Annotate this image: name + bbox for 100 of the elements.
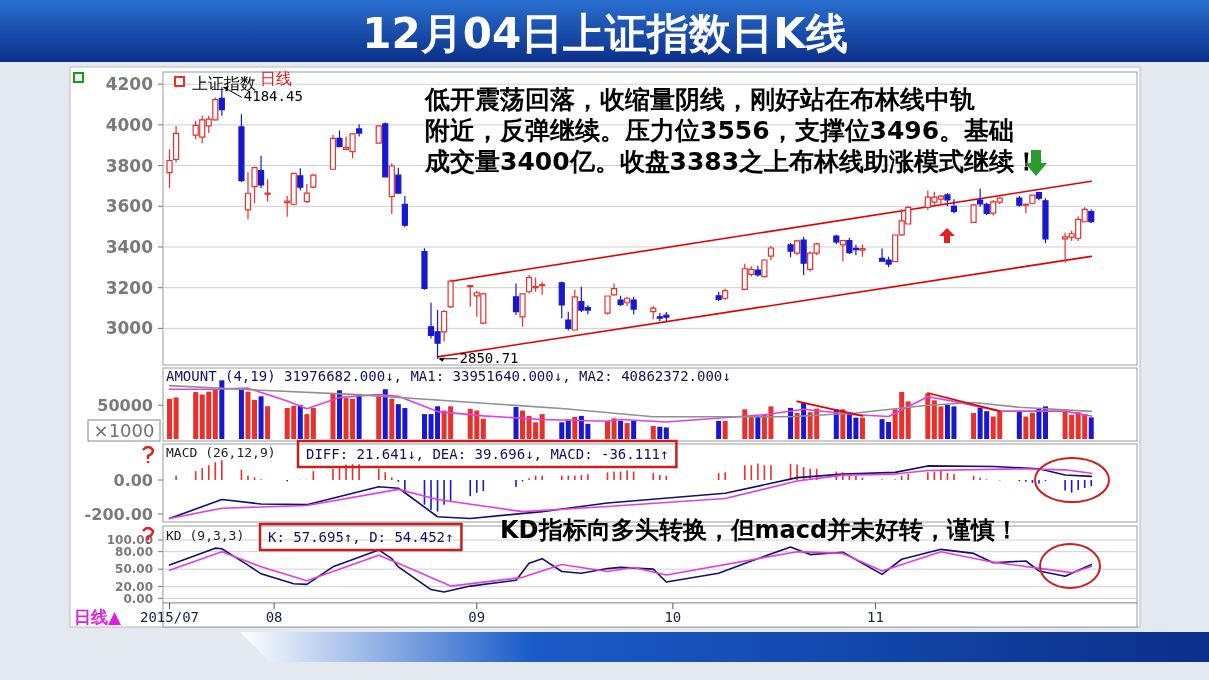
y-tick-label: -200.00 (84, 504, 153, 524)
bar (624, 423, 630, 439)
candlestick (761, 258, 768, 279)
y-tick-label: 80.00 (115, 544, 153, 559)
candlestick (1016, 195, 1023, 208)
annotation: 低开震荡回落，收缩量阴线，刚好站在布林线中轨 (424, 85, 975, 114)
x-tick-label: 08 (265, 609, 283, 625)
bar (905, 401, 911, 439)
bar (650, 425, 656, 439)
candlestick (382, 121, 389, 178)
bar (565, 419, 571, 439)
candlestick (512, 283, 520, 316)
candlestick (447, 278, 454, 309)
candlestick (172, 125, 180, 164)
bar (1088, 417, 1094, 439)
text: 日线▲ (74, 607, 122, 627)
bar (716, 420, 722, 439)
bar (1016, 411, 1022, 439)
candlestick (356, 123, 363, 138)
bar (755, 415, 761, 439)
bar (722, 420, 728, 439)
candlestick (571, 289, 578, 332)
candlestick (297, 167, 304, 192)
candlestick (624, 296, 631, 307)
bar (631, 420, 637, 439)
annotation: KD指标向多头转换，但macd并未好转，谨慎！ (500, 516, 1020, 544)
candlestick (800, 236, 807, 276)
x-tick-label: 10 (664, 609, 682, 625)
candlestick (257, 155, 265, 189)
annotation: 成交量3400亿。收盘3383之上布林线助涨模式继续！ (424, 147, 1040, 176)
bar (480, 418, 486, 439)
bar (859, 417, 865, 439)
chart-subtitle: DIFF: 21.641↓, DEA: 39.696↓, MACD: -36.111↑ (306, 446, 669, 462)
y-tick-label: 4000 (105, 115, 154, 136)
bar (742, 409, 748, 439)
candlestick (467, 284, 474, 308)
y-tick-label: 3600 (105, 196, 154, 217)
annotation: 2850.71 (459, 349, 519, 366)
bar (252, 399, 258, 439)
candlestick (401, 195, 408, 228)
y-tick-label: 50.00 (115, 562, 153, 577)
candlestick (970, 203, 977, 224)
bar (539, 414, 545, 439)
bar (572, 416, 578, 439)
y-tick-label: 3800 (105, 155, 154, 176)
bar (605, 420, 611, 439)
candlestick (310, 173, 317, 189)
bar (245, 391, 251, 439)
bar (304, 414, 310, 439)
bar (382, 389, 388, 439)
bar (657, 426, 663, 439)
line-series (168, 550, 1093, 587)
candlestick (650, 305, 657, 320)
candlestick (630, 296, 637, 315)
candlestick (1035, 191, 1043, 201)
candlestick (565, 311, 572, 332)
candlestick (539, 280, 546, 296)
candlestick (244, 171, 252, 220)
bar (356, 394, 362, 439)
bar (219, 380, 225, 439)
y-tick-label: 4200 (105, 74, 154, 95)
candlestick (839, 239, 846, 262)
bar (330, 393, 336, 439)
bar (265, 406, 271, 439)
candlestick (754, 265, 761, 278)
candlestick (303, 183, 310, 204)
candlestick (238, 113, 245, 183)
candlestick (1029, 193, 1036, 205)
candlestick (944, 192, 951, 207)
bar (1023, 416, 1029, 439)
candlestick (388, 162, 395, 215)
candlestick (604, 294, 611, 316)
candlestick (617, 295, 624, 307)
candlestick (722, 288, 729, 301)
chart-subtitle: 日线 (260, 69, 292, 88)
candlestick (375, 124, 382, 145)
bar (193, 392, 199, 439)
candlestick (1042, 197, 1049, 244)
bar (794, 412, 800, 439)
bar (513, 407, 519, 439)
candlestick (1022, 202, 1029, 214)
bar (297, 405, 303, 439)
candlestick (421, 247, 428, 291)
candlestick (395, 167, 402, 195)
bar (788, 407, 794, 439)
x-tick-label: 11 (867, 609, 884, 625)
bar (337, 390, 342, 439)
bar (212, 389, 218, 439)
candlestick (767, 245, 775, 261)
bar (663, 427, 669, 439)
candlestick (610, 283, 618, 297)
candlestick (440, 309, 448, 343)
line-series (168, 546, 1093, 593)
candlestick (336, 130, 343, 148)
bar (173, 397, 179, 439)
y-tick-label: 50000 (97, 395, 153, 415)
bar (421, 414, 427, 439)
bar (376, 395, 382, 439)
bar (310, 408, 316, 439)
x-tick-label: 09 (468, 609, 486, 625)
